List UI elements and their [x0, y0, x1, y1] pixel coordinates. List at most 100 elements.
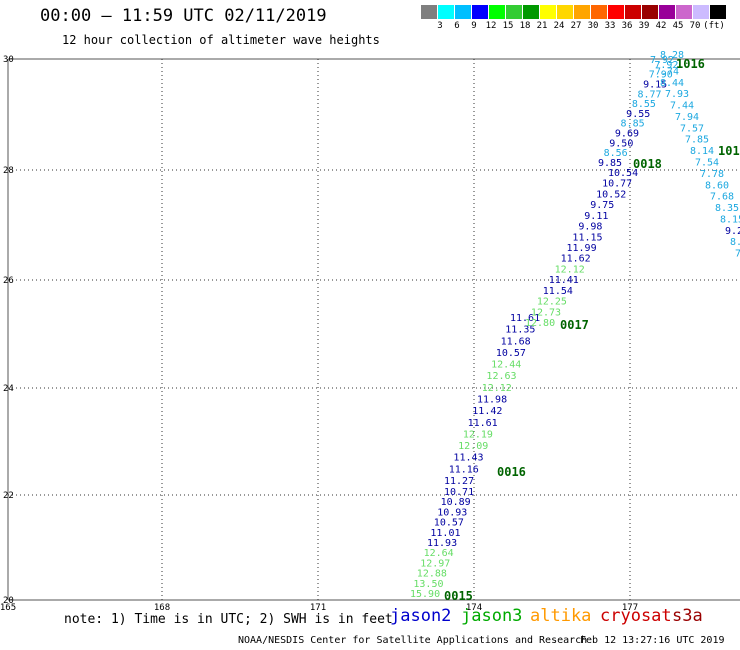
- wave-height-value: 9.11: [584, 211, 608, 222]
- wave-height-value: 12.44: [491, 360, 521, 371]
- legend-swatch: [693, 5, 709, 19]
- wave-height-value: 9.55: [626, 109, 650, 120]
- legend-swatch: [574, 5, 590, 19]
- wave-height-value: 11.61: [468, 418, 498, 429]
- wave-height-value: 9.15: [643, 79, 667, 90]
- wave-height-value: 11.43: [453, 453, 483, 464]
- wave-height-value: 9.50: [609, 138, 633, 149]
- wave-height-value: 11.41: [549, 275, 579, 286]
- wave-height-value: 9.75: [590, 200, 614, 211]
- legend-label: 30: [587, 21, 599, 31]
- wave-height-value: 8.14: [690, 146, 714, 157]
- track-label-101: 101: [718, 144, 740, 158]
- wave-height-value: 8.77: [637, 89, 661, 100]
- wave-height-value: 9.22: [725, 226, 740, 237]
- longitude-label: 165: [0, 603, 16, 613]
- legend-label: 18: [519, 21, 531, 31]
- wave-height-value: 11.35: [505, 325, 535, 336]
- wave-height-value: 12.12: [482, 383, 512, 394]
- track-label-0015: 0015: [444, 589, 473, 603]
- satellite-jason3: jason3: [461, 606, 523, 626]
- legend-swatch: [676, 5, 692, 19]
- wave-height-value: 10.77: [602, 179, 632, 190]
- legend-swatch: [540, 5, 556, 19]
- wave-height-value: 11.15: [572, 232, 602, 243]
- wave-height-value: 8.56: [604, 148, 628, 159]
- satellite-altika: altika: [530, 606, 592, 626]
- wave-height-value: 10.57: [496, 348, 526, 359]
- legend-swatch: [455, 5, 471, 19]
- wave-height-value: 11.99: [567, 243, 597, 254]
- map-subtitle: 12 hour collection of altimeter wave hei…: [62, 33, 380, 47]
- wave-height-value: 11.98: [477, 395, 507, 406]
- latitude-label: 24: [3, 384, 14, 394]
- legend-swatch: [557, 5, 573, 19]
- legend-label: 6: [454, 21, 460, 31]
- satellite-cryosat: cryosat: [600, 606, 672, 626]
- wave-height-value: 15.90: [410, 589, 440, 600]
- wave-height-value: 11.27: [444, 476, 474, 487]
- longitude-label: 171: [310, 603, 326, 613]
- units-note: note: 1) Time is in UTC; 2) SWH is in fe…: [64, 612, 393, 627]
- wave-height-value: 9.69: [615, 129, 639, 140]
- wave-height-value: 11.93: [427, 538, 457, 549]
- wave-height-value: 11.68: [501, 336, 531, 347]
- wave-height-value: 10.52: [596, 189, 626, 200]
- wave-height-value: 9.98: [578, 222, 602, 233]
- wave-height-value: 10.93: [437, 507, 467, 518]
- wave-height-value: 12.25: [537, 297, 567, 308]
- legend-swatch: [642, 5, 658, 19]
- wave-height-value: 11.01: [430, 528, 460, 539]
- wave-height-value: 7.74: [655, 66, 679, 77]
- legend-swatch: [489, 5, 505, 19]
- wave-height-value: 12.88: [417, 569, 447, 580]
- latitude-label: 20: [3, 596, 14, 606]
- wave-height-value: 7.44: [670, 101, 694, 112]
- wave-height-value: 7.54: [695, 158, 719, 169]
- wave-height-value: 11.61: [510, 313, 540, 324]
- track-label-0018: 0018: [633, 157, 662, 171]
- legend-label: 33: [604, 21, 616, 31]
- wave-height-value: 7.94: [675, 112, 699, 123]
- legend-label: 36: [621, 21, 633, 31]
- longitude-label: 168: [154, 603, 170, 613]
- footer-credit: NOAA/NESDIS Center for Satellite Applica…: [238, 635, 588, 646]
- legend-label: 21: [536, 21, 548, 31]
- wave-height-value: 7.90: [649, 70, 673, 81]
- wave-height-value: 11.42: [472, 406, 502, 417]
- wave-height-value: 8.2: [730, 237, 740, 248]
- wave-height-value: 8.15: [720, 214, 740, 225]
- wave-height-value: 8.28: [660, 50, 684, 61]
- legend-label: 42: [655, 21, 667, 31]
- wave-height-value: 12.12: [555, 264, 585, 275]
- legend-swatch: [625, 5, 641, 19]
- legend-label: 12: [485, 21, 497, 31]
- track-label-0016: 0016: [497, 465, 526, 479]
- wave-height-value: 12.73: [531, 307, 561, 318]
- wave-height-value: 10.54: [608, 168, 638, 179]
- wave-height-value: 8.85: [621, 119, 645, 130]
- legend-swatch: [591, 5, 607, 19]
- wave-height-value: 7.78: [700, 169, 724, 180]
- legend-label: 45: [672, 21, 684, 31]
- legend-swatch: [523, 5, 539, 19]
- wave-height-value: 11.16: [449, 464, 479, 475]
- wave-height-value: 12.09: [458, 441, 488, 452]
- latitude-label: 26: [3, 276, 14, 286]
- legend-unit: (ft): [703, 21, 725, 31]
- wave-height-value: 7.93: [665, 89, 689, 100]
- wave-height-value: 7.92: [650, 55, 674, 66]
- legend-label: 9: [471, 21, 477, 31]
- legend-swatch: [659, 5, 675, 19]
- wave-height-value: 7.85: [685, 135, 709, 146]
- wave-height-value: 12.80: [525, 318, 555, 329]
- wave-height-value: 10.89: [441, 497, 471, 508]
- wave-height-value: 10.57: [434, 518, 464, 529]
- latitude-label: 28: [3, 166, 14, 176]
- legend-swatch: [421, 5, 437, 19]
- legend-swatch: [608, 5, 624, 19]
- wave-height-value: 8.44: [660, 78, 684, 89]
- wave-height-value: 7.: [735, 249, 740, 260]
- legend-label: 39: [638, 21, 650, 31]
